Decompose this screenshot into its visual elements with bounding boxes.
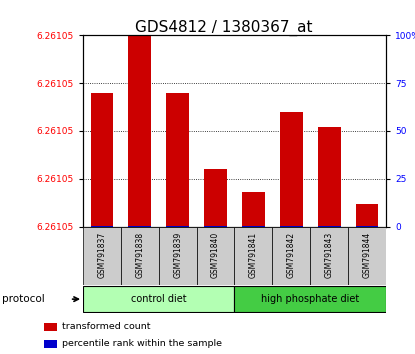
Text: protocol: protocol	[2, 294, 45, 304]
Text: GSM791840: GSM791840	[211, 232, 220, 278]
Text: GDS4812 / 1380367_at: GDS4812 / 1380367_at	[135, 19, 313, 36]
Bar	[356, 225, 378, 227]
Bar	[242, 225, 265, 227]
Bar	[234, 286, 386, 312]
Text: GSM791839: GSM791839	[173, 232, 182, 278]
Bar	[44, 340, 57, 348]
Bar	[121, 227, 159, 285]
Bar	[166, 225, 189, 227]
Text: high phosphate diet: high phosphate diet	[261, 294, 359, 304]
Bar	[83, 286, 234, 312]
Bar	[83, 227, 121, 285]
Bar	[204, 169, 227, 227]
Bar	[204, 225, 227, 227]
Bar	[234, 227, 272, 285]
Bar	[280, 225, 303, 227]
Bar	[280, 112, 303, 227]
Text: GSM791843: GSM791843	[325, 232, 334, 278]
Bar	[159, 227, 197, 285]
Text: GSM791844: GSM791844	[363, 232, 371, 278]
Bar	[166, 93, 189, 227]
Bar	[242, 192, 265, 227]
Text: GSM791841: GSM791841	[249, 232, 258, 278]
Text: GSM791838: GSM791838	[135, 232, 144, 278]
Bar	[318, 127, 341, 227]
Bar	[318, 225, 341, 227]
Bar	[90, 93, 113, 227]
Bar	[310, 227, 348, 285]
Bar	[356, 204, 378, 227]
Bar	[90, 225, 113, 227]
Text: GSM791842: GSM791842	[287, 232, 296, 278]
Bar	[348, 227, 386, 285]
Text: control diet: control diet	[131, 294, 187, 304]
Text: percentile rank within the sample: percentile rank within the sample	[62, 339, 222, 348]
Text: GSM791837: GSM791837	[98, 232, 106, 278]
Text: transformed count: transformed count	[62, 322, 151, 331]
Bar	[129, 225, 151, 227]
Bar	[197, 227, 234, 285]
Bar	[129, 35, 151, 227]
Bar	[272, 227, 310, 285]
Bar	[44, 324, 57, 331]
